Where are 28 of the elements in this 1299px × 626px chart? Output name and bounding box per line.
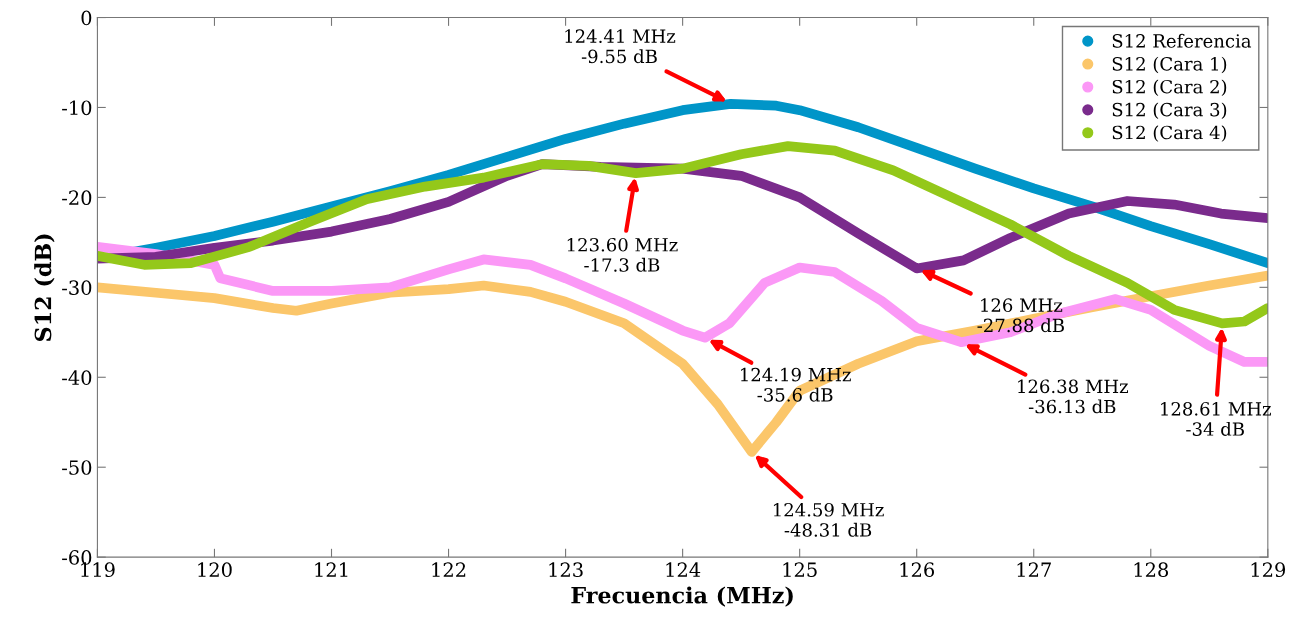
x-tick-label: 125 — [783, 562, 817, 578]
x-tick-label: 126 — [900, 562, 935, 578]
x-tick-label: 123 — [549, 562, 583, 578]
legend-label: S12 (Cara 1) — [1112, 56, 1227, 74]
y-tick-label: -20 — [62, 190, 92, 206]
y-tick-label: -10 — [62, 100, 92, 116]
y-tick-label: -40 — [62, 370, 92, 385]
x-tick-label: 124 — [666, 562, 701, 577]
x-tick-label: 128 — [1134, 562, 1169, 578]
annotation: 124.59 MHz -48.31 dB — [773, 502, 884, 537]
annotation: 126.38 MHz -36.13 dB — [1018, 379, 1128, 414]
legend-label: S12 (Cara 4) — [1112, 125, 1227, 142]
y-tick-label: 0 — [81, 10, 92, 26]
legend-label: S12 (Cara 3) — [1112, 102, 1227, 119]
annotation: 128.61 MHz -34 dB — [1161, 402, 1271, 436]
legend-label: S12 (Cara 2) — [1112, 79, 1227, 97]
x-tick-label: 120 — [198, 562, 232, 578]
annotation: 123.60 MHz -17.3 dB — [567, 237, 678, 272]
annotation: 124.41 MHz -9.55 dB — [565, 29, 676, 64]
x-tick-label: 127 — [1017, 562, 1051, 577]
x-tick-label: 122 — [432, 562, 466, 577]
x-tick-label: 129 — [1251, 562, 1286, 578]
x-tick-label: 121 — [315, 562, 348, 577]
x-axis-title: Frecuencia (MHz) — [571, 586, 793, 607]
y-axis-title: S12 (dB) — [34, 234, 55, 341]
y-tick-label: -50 — [62, 460, 92, 475]
legend-label: S12 Referencia — [1112, 33, 1252, 48]
y-tick-label: -30 — [62, 280, 92, 295]
